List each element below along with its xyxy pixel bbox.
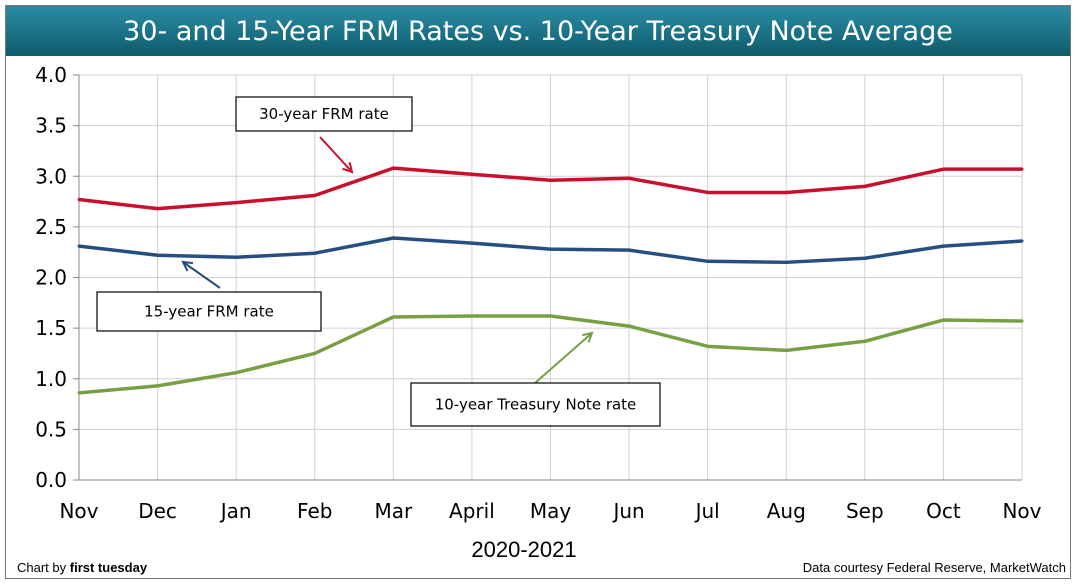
data-point xyxy=(234,255,238,259)
data-point xyxy=(156,253,160,257)
credit-prefix: Chart by xyxy=(17,560,70,575)
data-point xyxy=(863,184,867,188)
y-tick-label: 3.0 xyxy=(35,164,67,188)
data-point xyxy=(627,248,631,252)
data-point xyxy=(156,384,160,388)
chart-credit: Chart by first tuesday xyxy=(17,560,147,575)
data-point xyxy=(706,190,710,194)
y-tick-label: 3.5 xyxy=(35,114,67,138)
data-point xyxy=(77,198,81,202)
data-point xyxy=(1020,319,1024,323)
data-point xyxy=(1020,167,1024,171)
data-point xyxy=(470,172,474,176)
data-point xyxy=(77,391,81,395)
data-point xyxy=(391,236,395,240)
data-point xyxy=(627,324,631,328)
data-point xyxy=(234,201,238,205)
y-tick-label: 2.0 xyxy=(35,266,67,290)
y-tick-label: 4.0 xyxy=(35,63,67,87)
data-point xyxy=(391,315,395,319)
data-point xyxy=(941,244,945,248)
x-tick-label: Nov xyxy=(59,499,98,523)
x-tick-label: Jan xyxy=(219,499,252,523)
annotation-box xyxy=(235,96,413,132)
data-point xyxy=(784,348,788,352)
arrowhead-icon xyxy=(582,331,594,343)
data-point xyxy=(549,178,552,182)
arrowhead-icon xyxy=(342,162,354,174)
y-tick-label: 0.5 xyxy=(35,417,67,441)
x-tick-label: Mar xyxy=(374,499,413,523)
data-point xyxy=(234,371,238,375)
x-tick-label: Oct xyxy=(926,499,961,523)
series-label: 15-year FRM rate xyxy=(144,303,274,321)
data-point xyxy=(391,166,395,170)
data-point xyxy=(784,260,788,264)
data-point xyxy=(863,339,867,343)
annotation-arrow xyxy=(182,261,221,289)
data-point xyxy=(77,244,81,248)
annotation-arrow xyxy=(319,136,353,173)
series-label: 30-year FRM rate xyxy=(259,105,389,123)
y-tick-label: 1.5 xyxy=(35,316,67,340)
data-point xyxy=(706,259,710,263)
x-tick-label: Sep xyxy=(846,499,884,523)
data-source: Data courtesy Federal Reserve, MarketWat… xyxy=(802,560,1066,575)
data-point xyxy=(941,318,945,322)
x-tick-label: Feb xyxy=(297,499,332,523)
x-tick-label: May xyxy=(530,499,572,523)
data-point xyxy=(470,314,474,318)
data-point xyxy=(706,344,710,348)
data-point xyxy=(549,314,552,318)
data-point xyxy=(549,247,552,251)
data-point xyxy=(470,241,474,245)
annotation-arrow xyxy=(534,332,593,384)
data-point xyxy=(313,193,317,197)
y-tick-label: 2.5 xyxy=(35,215,67,239)
x-tick-label: Jul xyxy=(694,499,720,523)
x-tick-label: April xyxy=(449,499,495,523)
x-tick-label: Aug xyxy=(767,499,806,523)
y-tick-label: 1.0 xyxy=(35,367,67,391)
x-tick-label: Nov xyxy=(1002,499,1041,523)
data-point xyxy=(156,207,160,211)
annotation-box xyxy=(96,291,322,332)
annotation-box xyxy=(410,382,661,427)
y-tick-label: 0.0 xyxy=(35,468,67,492)
data-point xyxy=(313,351,317,355)
x-tick-label: Jun xyxy=(611,499,644,523)
x-axis-label: 2020-2021 xyxy=(471,537,576,562)
data-point xyxy=(313,251,317,255)
credit-brand: first tuesday xyxy=(69,560,148,575)
data-point xyxy=(1020,239,1024,243)
data-point xyxy=(784,190,788,194)
arrowhead-icon xyxy=(181,260,194,272)
data-point xyxy=(627,176,631,180)
x-tick-label: Dec xyxy=(138,499,177,523)
data-point xyxy=(941,167,945,171)
chart-title: 30- and 15-Year FRM Rates vs. 10-Year Tr… xyxy=(6,6,1070,56)
data-point xyxy=(863,256,867,260)
series-label: 10-year Treasury Note rate xyxy=(435,396,637,414)
